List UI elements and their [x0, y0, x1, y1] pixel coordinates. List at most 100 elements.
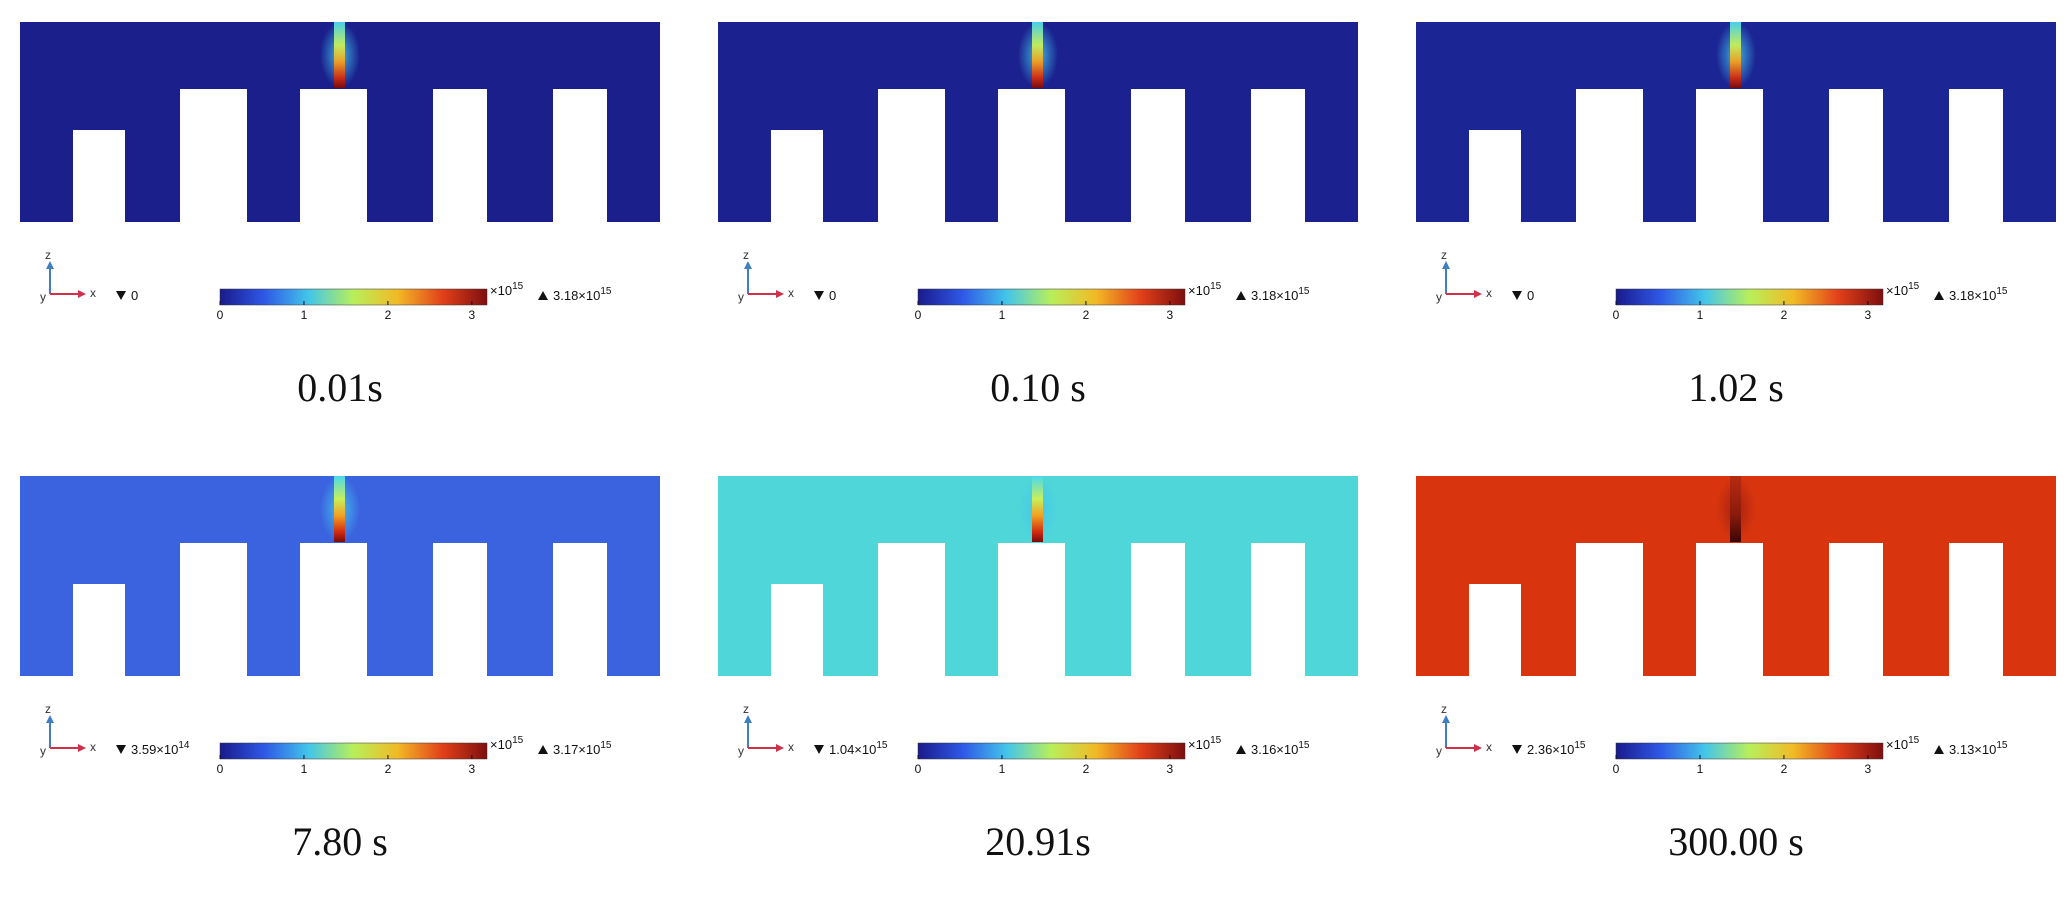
- colorbar-ticks: 0 1 2 3: [915, 755, 1174, 776]
- x-axis-label: x: [1486, 286, 1492, 300]
- time-caption: 7.80 s: [292, 819, 388, 864]
- colorbar-tick-label: 1: [301, 308, 308, 322]
- min-value: 0: [829, 288, 836, 303]
- colorbar-ticks: 0 1 2 3: [217, 755, 476, 776]
- inlet-jet-core: [1032, 476, 1043, 542]
- channel-domain: [718, 22, 1358, 222]
- min-marker-icon: [814, 745, 824, 754]
- channel-domain: [718, 476, 1358, 676]
- max-marker-icon: [1236, 745, 1246, 754]
- colorbar-tick-label: 2: [1781, 762, 1788, 776]
- time-caption: 0.01s: [297, 365, 383, 410]
- colorbar-tick-label: 0: [915, 762, 922, 776]
- y-axis-label: y: [738, 290, 744, 304]
- legend-area: z x y 2.36×1015 0 1 2 3 ×1015 3.13×1015: [1436, 702, 2008, 776]
- z-axis-label: z: [1441, 702, 1447, 716]
- legend-area: z x y 0 0 1 2 3 ×1015 3.18×1015: [1436, 248, 2008, 322]
- colorbar-tick-label: 2: [385, 308, 392, 322]
- max-value: 3.16×1015: [1251, 740, 1310, 757]
- simulation-panel-6: z x y 2.36×1015 0 1 2 3 ×1015 3.13×1015 300…: [1416, 476, 2056, 906]
- concentration-field-plot: [1416, 22, 2056, 222]
- colorbar-tick-label: 1: [1697, 762, 1704, 776]
- colorbar-multiplier: ×1015: [490, 735, 524, 752]
- simulation-panel-5: z x y 1.04×1015 0 1 2 3 ×1015 3.16×1015 20.…: [718, 476, 1358, 906]
- colorbar-tick-label: 3: [1167, 308, 1174, 322]
- max-marker-icon: [1236, 291, 1246, 300]
- colorbar-tick-label: 3: [1865, 308, 1872, 322]
- axis-triad-icon: z x y: [738, 248, 794, 304]
- channel-domain: [20, 476, 660, 676]
- max-value: 3.18×1015: [1251, 286, 1310, 303]
- max-value: 3.18×1015: [1949, 286, 2008, 303]
- axis-triad-icon: z x y: [1436, 702, 1492, 758]
- colorbar-tick-label: 2: [1083, 308, 1090, 322]
- min-marker-icon: [116, 291, 126, 300]
- time-caption: 0.10 s: [990, 365, 1086, 410]
- max-value: 3.17×1015: [553, 740, 612, 757]
- max-value: 3.18×1015: [553, 286, 612, 303]
- min-value: 0: [1527, 288, 1534, 303]
- axis-triad-icon: z x y: [1436, 248, 1492, 304]
- inlet-jet-core: [1730, 22, 1741, 88]
- colorbar: [219, 742, 488, 760]
- colorbar: [917, 288, 1186, 306]
- time-caption: 1.02 s: [1688, 365, 1784, 410]
- colorbar-tick-label: 0: [915, 308, 922, 322]
- z-axis-label: z: [45, 248, 51, 262]
- simulation-panel-3: z x y 0 0 1 2 3 ×1015 3.18×1015 1.02 s: [1416, 22, 2056, 452]
- colorbar-tick-label: 2: [1781, 308, 1788, 322]
- channel-domain: [1416, 476, 2056, 676]
- colorbar-tick-label: 1: [999, 308, 1006, 322]
- legend-area: z x y 0 0 1 2 3 ×1015 3.18×1015: [40, 248, 612, 322]
- colorbar-tick-label: 0: [1613, 762, 1620, 776]
- min-marker-icon: [814, 291, 824, 300]
- concentration-field-plot: [20, 476, 660, 676]
- y-axis-label: y: [1436, 290, 1442, 304]
- legend-area: z x y 0 0 1 2 3 ×1015 3.18×1015: [738, 248, 1310, 322]
- min-marker-icon: [1512, 745, 1522, 754]
- colorbar-tick-label: 0: [217, 308, 224, 322]
- simulation-panel-2: z x y 0 0 1 2 3 ×1015 3.18×1015 0.10 s: [718, 22, 1358, 452]
- min-value: 3.59×1014: [131, 740, 190, 757]
- colorbar-tick-label: 3: [1865, 762, 1872, 776]
- colorbar-multiplier: ×1015: [1188, 281, 1222, 298]
- time-caption: 20.91s: [985, 819, 1091, 864]
- y-axis-label: y: [40, 290, 46, 304]
- z-axis-label: z: [45, 702, 51, 716]
- max-value: 3.13×1015: [1949, 740, 2008, 757]
- time-caption: 300.00 s: [1668, 819, 1804, 864]
- colorbar-ticks: 0 1 2 3: [1613, 755, 1872, 776]
- axis-triad-icon: z x y: [40, 248, 96, 304]
- colorbar-tick-label: 1: [1697, 308, 1704, 322]
- colorbar-tick-label: 0: [1613, 308, 1620, 322]
- y-axis-label: y: [738, 744, 744, 758]
- x-axis-label: x: [1486, 740, 1492, 754]
- concentration-field-plot: [20, 22, 660, 222]
- y-axis-label: y: [40, 744, 46, 758]
- legend-area: z x y 1.04×1015 0 1 2 3 ×1015 3.16×1015: [738, 702, 1310, 776]
- x-axis-label: x: [788, 286, 794, 300]
- concentration-field-plot: [718, 476, 1358, 676]
- colorbar-ticks: 0 1 2 3: [217, 301, 476, 322]
- colorbar: [219, 288, 488, 306]
- colorbar-multiplier: ×1015: [490, 281, 524, 298]
- min-marker-icon: [116, 745, 126, 754]
- colorbar: [1615, 288, 1884, 306]
- min-marker-icon: [1512, 291, 1522, 300]
- max-marker-icon: [538, 745, 548, 754]
- inlet-jet-core: [334, 22, 345, 88]
- max-marker-icon: [1934, 291, 1944, 300]
- colorbar-ticks: 0 1 2 3: [915, 301, 1174, 322]
- colorbar-tick-label: 3: [469, 308, 476, 322]
- inlet-jet-core: [1730, 476, 1741, 542]
- max-marker-icon: [1934, 745, 1944, 754]
- colorbar-multiplier: ×1015: [1886, 735, 1920, 752]
- x-axis-label: x: [90, 286, 96, 300]
- x-axis-label: x: [788, 740, 794, 754]
- colorbar-tick-label: 2: [385, 762, 392, 776]
- colorbar-multiplier: ×1015: [1188, 735, 1222, 752]
- colorbar: [1615, 742, 1884, 760]
- concentration-field-plot: [718, 22, 1358, 222]
- z-axis-label: z: [743, 248, 749, 262]
- axis-triad-icon: z x y: [738, 702, 794, 758]
